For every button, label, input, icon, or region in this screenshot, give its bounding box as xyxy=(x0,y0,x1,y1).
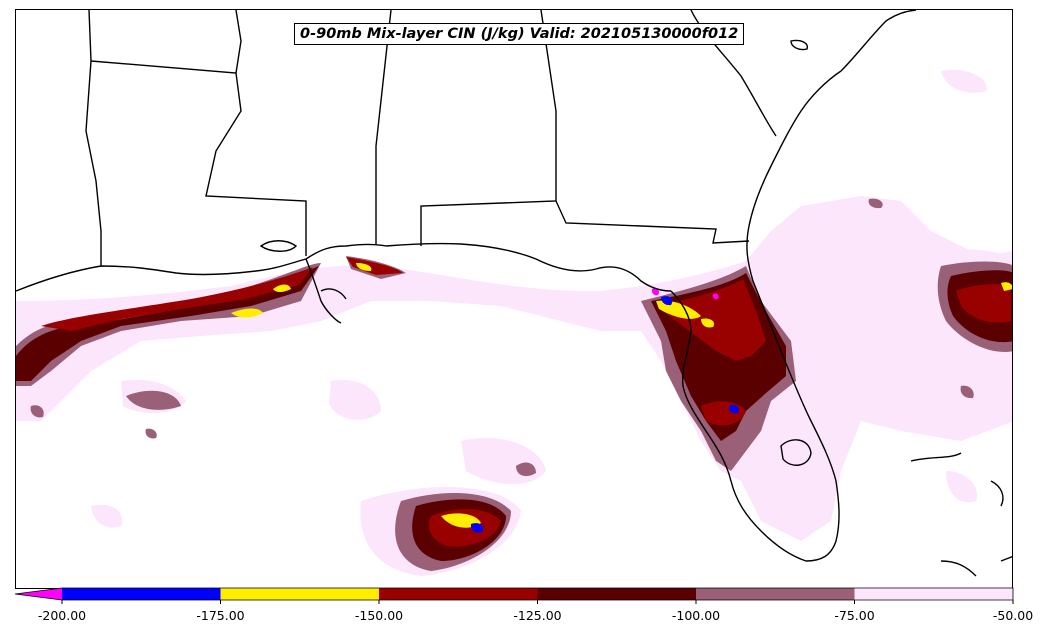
colorbar-tick-label: -125.00 xyxy=(513,608,562,623)
cin-contour-magenta xyxy=(651,288,719,300)
colorbar-tick-label: -100.00 xyxy=(671,608,721,623)
map-title: 0-90mb Mix-layer CIN (J/kg) Valid: 20210… xyxy=(294,23,745,45)
cin-map xyxy=(16,10,1012,577)
colorbar-tick-label: -150.00 xyxy=(354,608,404,623)
colorbar-extend-arrow xyxy=(15,588,62,600)
colorbar-tick-label: -50.00 xyxy=(992,608,1034,623)
cin-contour-yellow xyxy=(231,263,1012,528)
cin-contour-blue xyxy=(470,296,739,533)
colorbar-bin-4 xyxy=(537,588,696,600)
colorbar-tick-label: -200.00 xyxy=(37,608,87,623)
colorbar-bin-5 xyxy=(696,588,855,600)
colorbar-tick-label: -175.00 xyxy=(196,608,245,623)
colorbar-bin-6 xyxy=(854,588,1013,600)
colorbar-bin-2 xyxy=(220,588,379,600)
coastline-and-borders xyxy=(16,10,1012,577)
colorbar-tick-label: -75.00 xyxy=(834,608,875,623)
colorbar-outline xyxy=(14,587,1014,601)
map-panel: 0-90mb Mix-layer CIN (J/kg) Valid: 20210… xyxy=(15,9,1013,589)
colorbar-bin-1 xyxy=(62,588,221,600)
colorbar-bin-3 xyxy=(379,588,538,600)
